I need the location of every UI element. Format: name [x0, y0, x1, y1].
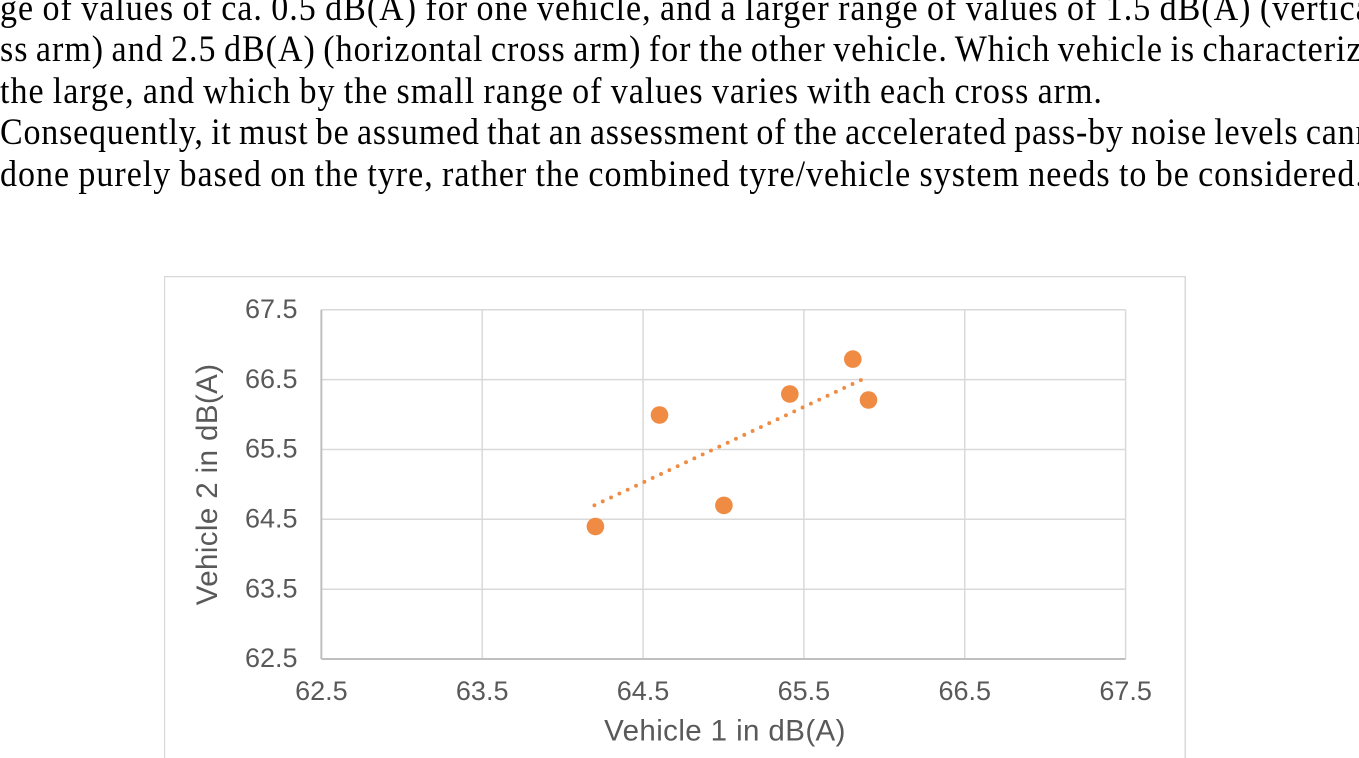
svg-text:66.5: 66.5 — [938, 676, 991, 706]
svg-text:66.5: 66.5 — [245, 364, 298, 394]
svg-text:62.5: 62.5 — [295, 676, 348, 706]
svg-text:Vehicle 1 in dB(A): Vehicle 1 in dB(A) — [604, 715, 846, 748]
svg-text:62.5: 62.5 — [245, 643, 298, 673]
svg-text:Vehicle 2 in dB(A): Vehicle 2 in dB(A) — [191, 364, 224, 606]
svg-text:65.5: 65.5 — [778, 676, 831, 706]
svg-text:64.5: 64.5 — [617, 676, 670, 706]
svg-text:67.5: 67.5 — [245, 294, 298, 324]
svg-text:65.5: 65.5 — [245, 434, 298, 464]
svg-text:63.5: 63.5 — [456, 676, 509, 706]
svg-text:67.5: 67.5 — [1099, 676, 1152, 706]
svg-text:63.5: 63.5 — [245, 573, 298, 603]
svg-text:64.5: 64.5 — [245, 504, 298, 534]
